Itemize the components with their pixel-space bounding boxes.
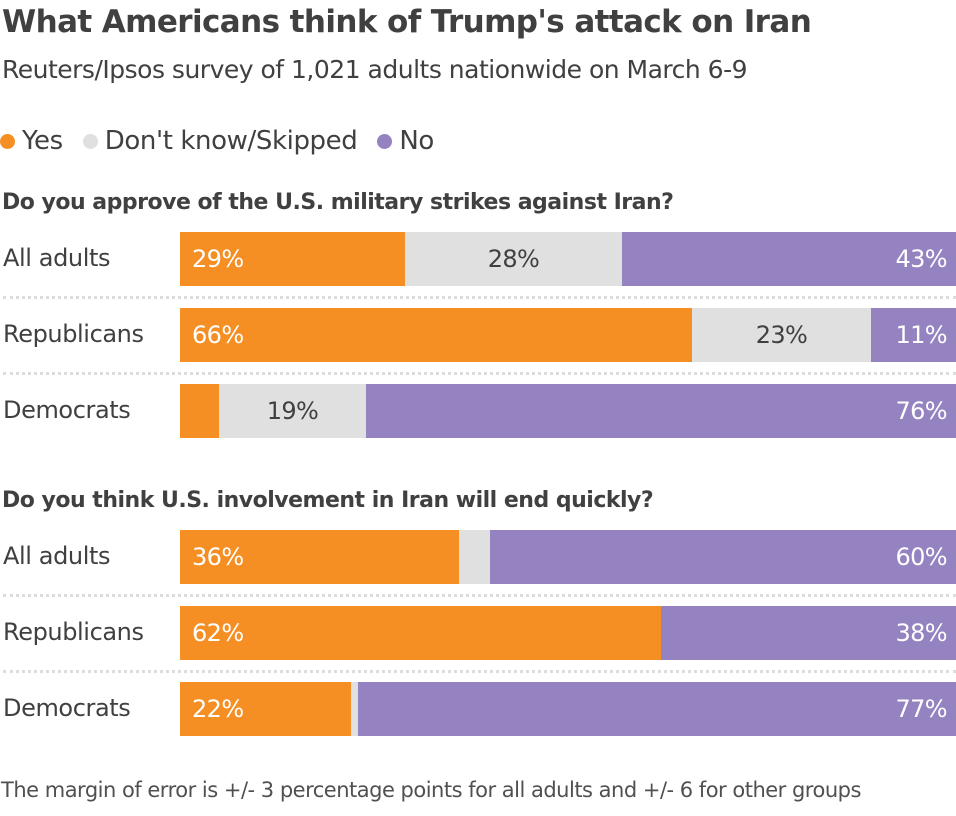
- legend-label-no: No: [399, 126, 434, 156]
- row-label-all-adults: All adults: [3, 542, 111, 570]
- data-label: 66%: [192, 321, 244, 349]
- bar-segment-yes: 22%: [180, 682, 351, 736]
- bar-segment-no: 43%: [622, 232, 956, 286]
- data-label: 28%: [487, 245, 540, 273]
- bar-segment-dont-know: 23%: [692, 308, 871, 362]
- data-label: 38%: [895, 619, 947, 647]
- bar-segment-dont-know: 19%: [219, 384, 366, 438]
- bar-segment-no: 60%: [490, 530, 956, 584]
- bar-segment-no: 77%: [358, 682, 956, 736]
- data-label: 43%: [895, 245, 947, 273]
- row-label-republicans: Republicans: [3, 618, 144, 646]
- legend-label-dont-know: Don't know/Skipped: [104, 126, 358, 156]
- data-label: 11%: [895, 321, 947, 349]
- row-divider: [3, 670, 956, 673]
- bar-segment-yes: [180, 384, 219, 438]
- data-label: 77%: [895, 695, 947, 723]
- data-label: 19%: [266, 397, 319, 425]
- row-divider: [3, 594, 956, 597]
- data-label: 22%: [192, 695, 244, 723]
- legend-dot-no-icon: [377, 133, 393, 149]
- bar-democrats: 19% 76%: [180, 384, 956, 438]
- data-label: 62%: [192, 619, 244, 647]
- bar-segment-dont-know: [351, 682, 358, 736]
- bar-republicans: 62% 38%: [180, 606, 956, 660]
- bar-all-adults: 29% 28% 43%: [180, 232, 956, 286]
- chart-subtitle: Reuters/Ipsos survey of 1,021 adults nat…: [2, 55, 748, 84]
- legend-item-yes: Yes: [0, 126, 63, 156]
- question-title-1: Do you approve of the U.S. military stri…: [2, 190, 674, 215]
- bar-segment-no: 76%: [366, 384, 956, 438]
- row-label-democrats: Democrats: [3, 694, 131, 722]
- bar-all-adults: 36% 60%: [180, 530, 956, 584]
- data-label: 36%: [192, 543, 244, 571]
- row-label-democrats: Democrats: [3, 396, 131, 424]
- data-label: 76%: [895, 397, 947, 425]
- bar-segment-no: 38%: [661, 606, 956, 660]
- bar-segment-yes: 66%: [180, 308, 692, 362]
- row-label-republicans: Republicans: [3, 320, 144, 348]
- data-label: 23%: [755, 321, 808, 349]
- legend-label-yes: Yes: [22, 126, 63, 156]
- legend-dot-yes-icon: [0, 133, 15, 149]
- legend-item-dont-know: Don't know/Skipped: [82, 126, 358, 156]
- bar-segment-yes: 62%: [180, 606, 661, 660]
- data-label: 60%: [895, 543, 947, 571]
- row-divider: [3, 296, 956, 299]
- row-label-all-adults: All adults: [3, 244, 111, 272]
- bar-segment-no: 11%: [871, 308, 956, 362]
- legend: Yes Don't know/Skipped No: [0, 126, 454, 156]
- row-divider: [3, 372, 956, 375]
- legend-item-no: No: [377, 126, 434, 156]
- question-title-2: Do you think U.S. involvement in Iran wi…: [2, 488, 654, 513]
- data-label: 29%: [192, 245, 244, 273]
- footnote: The margin of error is +/- 3 percentage …: [1, 778, 861, 802]
- bar-republicans: 66% 23% 11%: [180, 308, 956, 362]
- bar-segment-dont-know: 28%: [405, 232, 622, 286]
- bar-segment-yes: 36%: [180, 530, 459, 584]
- chart-title: What Americans think of Trump's attack o…: [2, 4, 812, 40]
- bar-segment-dont-know: [459, 530, 490, 584]
- legend-dot-dont-know-icon: [82, 133, 98, 149]
- bar-democrats: 22% 77%: [180, 682, 956, 736]
- bar-segment-yes: 29%: [180, 232, 405, 286]
